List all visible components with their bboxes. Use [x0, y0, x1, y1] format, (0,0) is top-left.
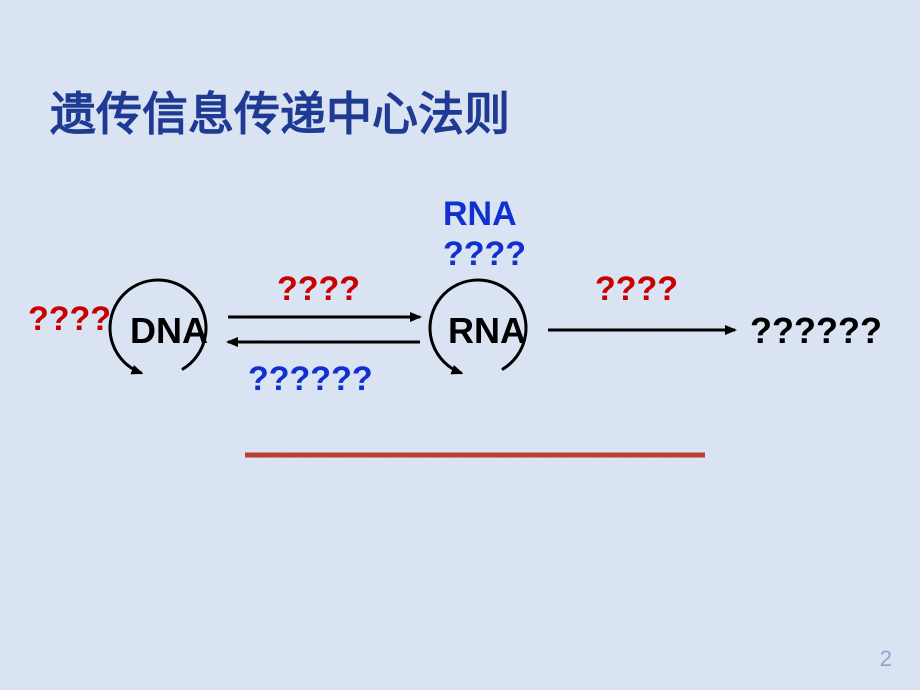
rna-top-label: RNA [443, 195, 517, 234]
dna-node: DNA [130, 310, 208, 352]
translation-label: ???? [595, 270, 678, 309]
rna-node: RNA [448, 310, 526, 352]
slide: 遗传信息传递中心法则 DNA RNA ?????? ???? ???? ????… [0, 0, 920, 690]
replication-label: ???? [28, 300, 111, 339]
page-number: 2 [880, 646, 892, 672]
reverse-transcription-label: ?????? [248, 360, 373, 399]
protein-node: ?????? [750, 310, 882, 352]
rna-replication-label: ???? [443, 235, 526, 274]
transcription-label: ???? [277, 270, 360, 309]
